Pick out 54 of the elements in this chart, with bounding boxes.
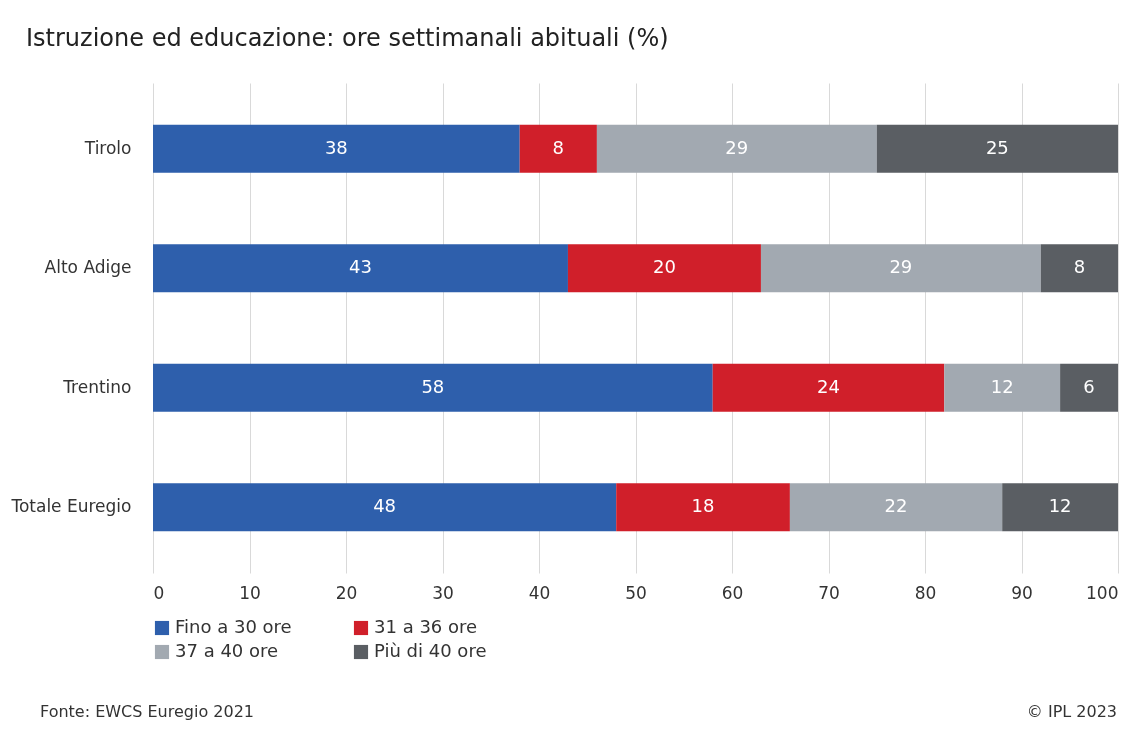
bar (789, 483, 1003, 532)
data-label: 24 (817, 375, 840, 397)
y-tick-label: Tirolo (83, 137, 132, 158)
x-tick-label: 70 (818, 582, 840, 603)
data-label: 8 (552, 136, 565, 158)
bar (944, 363, 1061, 412)
data-label: 58 (421, 375, 445, 397)
data-label: 8 (1073, 256, 1086, 278)
x-tick-label: 40 (528, 582, 551, 603)
data-label: 12 (1048, 495, 1072, 517)
x-tick-label: 90 (1011, 582, 1033, 603)
chart-title: Istruzione ed educazione: ore settimanali abituali (%) (26, 24, 669, 52)
x-tick-label: 0 (153, 582, 165, 603)
bar (760, 244, 1041, 293)
bar (153, 363, 713, 412)
data-label: 29 (889, 256, 913, 278)
data-label: 18 (691, 495, 715, 517)
y-tick-label: Alto Adige (44, 257, 132, 278)
x-tick-label: 100 (1086, 582, 1119, 603)
data-label: 43 (349, 256, 372, 278)
legend-label: 37 a 40 ore (175, 640, 279, 661)
bar (153, 483, 617, 532)
data-label: 12 (990, 375, 1014, 397)
bar (596, 124, 877, 173)
data-label: 48 (373, 495, 397, 517)
x-tick-label: 80 (914, 582, 937, 603)
bar (567, 244, 761, 293)
bar (712, 363, 945, 412)
x-tick-label: 20 (335, 582, 358, 603)
bar (519, 124, 597, 173)
bar (616, 483, 790, 532)
legend-label: Fino a 30 ore (175, 616, 292, 637)
legend-label: 31 a 36 ore (374, 616, 478, 637)
legend-label: Più di 40 ore (374, 640, 487, 661)
bar (876, 124, 1118, 173)
data-label: 20 (653, 256, 676, 278)
bar (1002, 483, 1118, 532)
x-tick-label: 60 (721, 582, 744, 603)
x-tick-label: 30 (432, 582, 454, 603)
x-tick-label: 50 (625, 582, 647, 603)
data-label: 25 (985, 136, 1009, 158)
x-tick-label: 10 (239, 582, 261, 603)
bar (153, 124, 520, 173)
data-label: 38 (324, 136, 348, 158)
bar (1040, 244, 1118, 293)
data-label: 29 (725, 136, 749, 158)
data-label: 22 (884, 495, 908, 517)
y-tick-label: Trentino (62, 376, 132, 397)
bar (1060, 363, 1118, 412)
y-tick-label: Totale Euregio (10, 496, 132, 517)
data-label: 6 (1083, 375, 1095, 397)
source-note: Fonte: EWCS Euregio 2021 (40, 702, 255, 721)
bar (153, 244, 568, 293)
text: © IPL 2023 (1026, 702, 1117, 721)
